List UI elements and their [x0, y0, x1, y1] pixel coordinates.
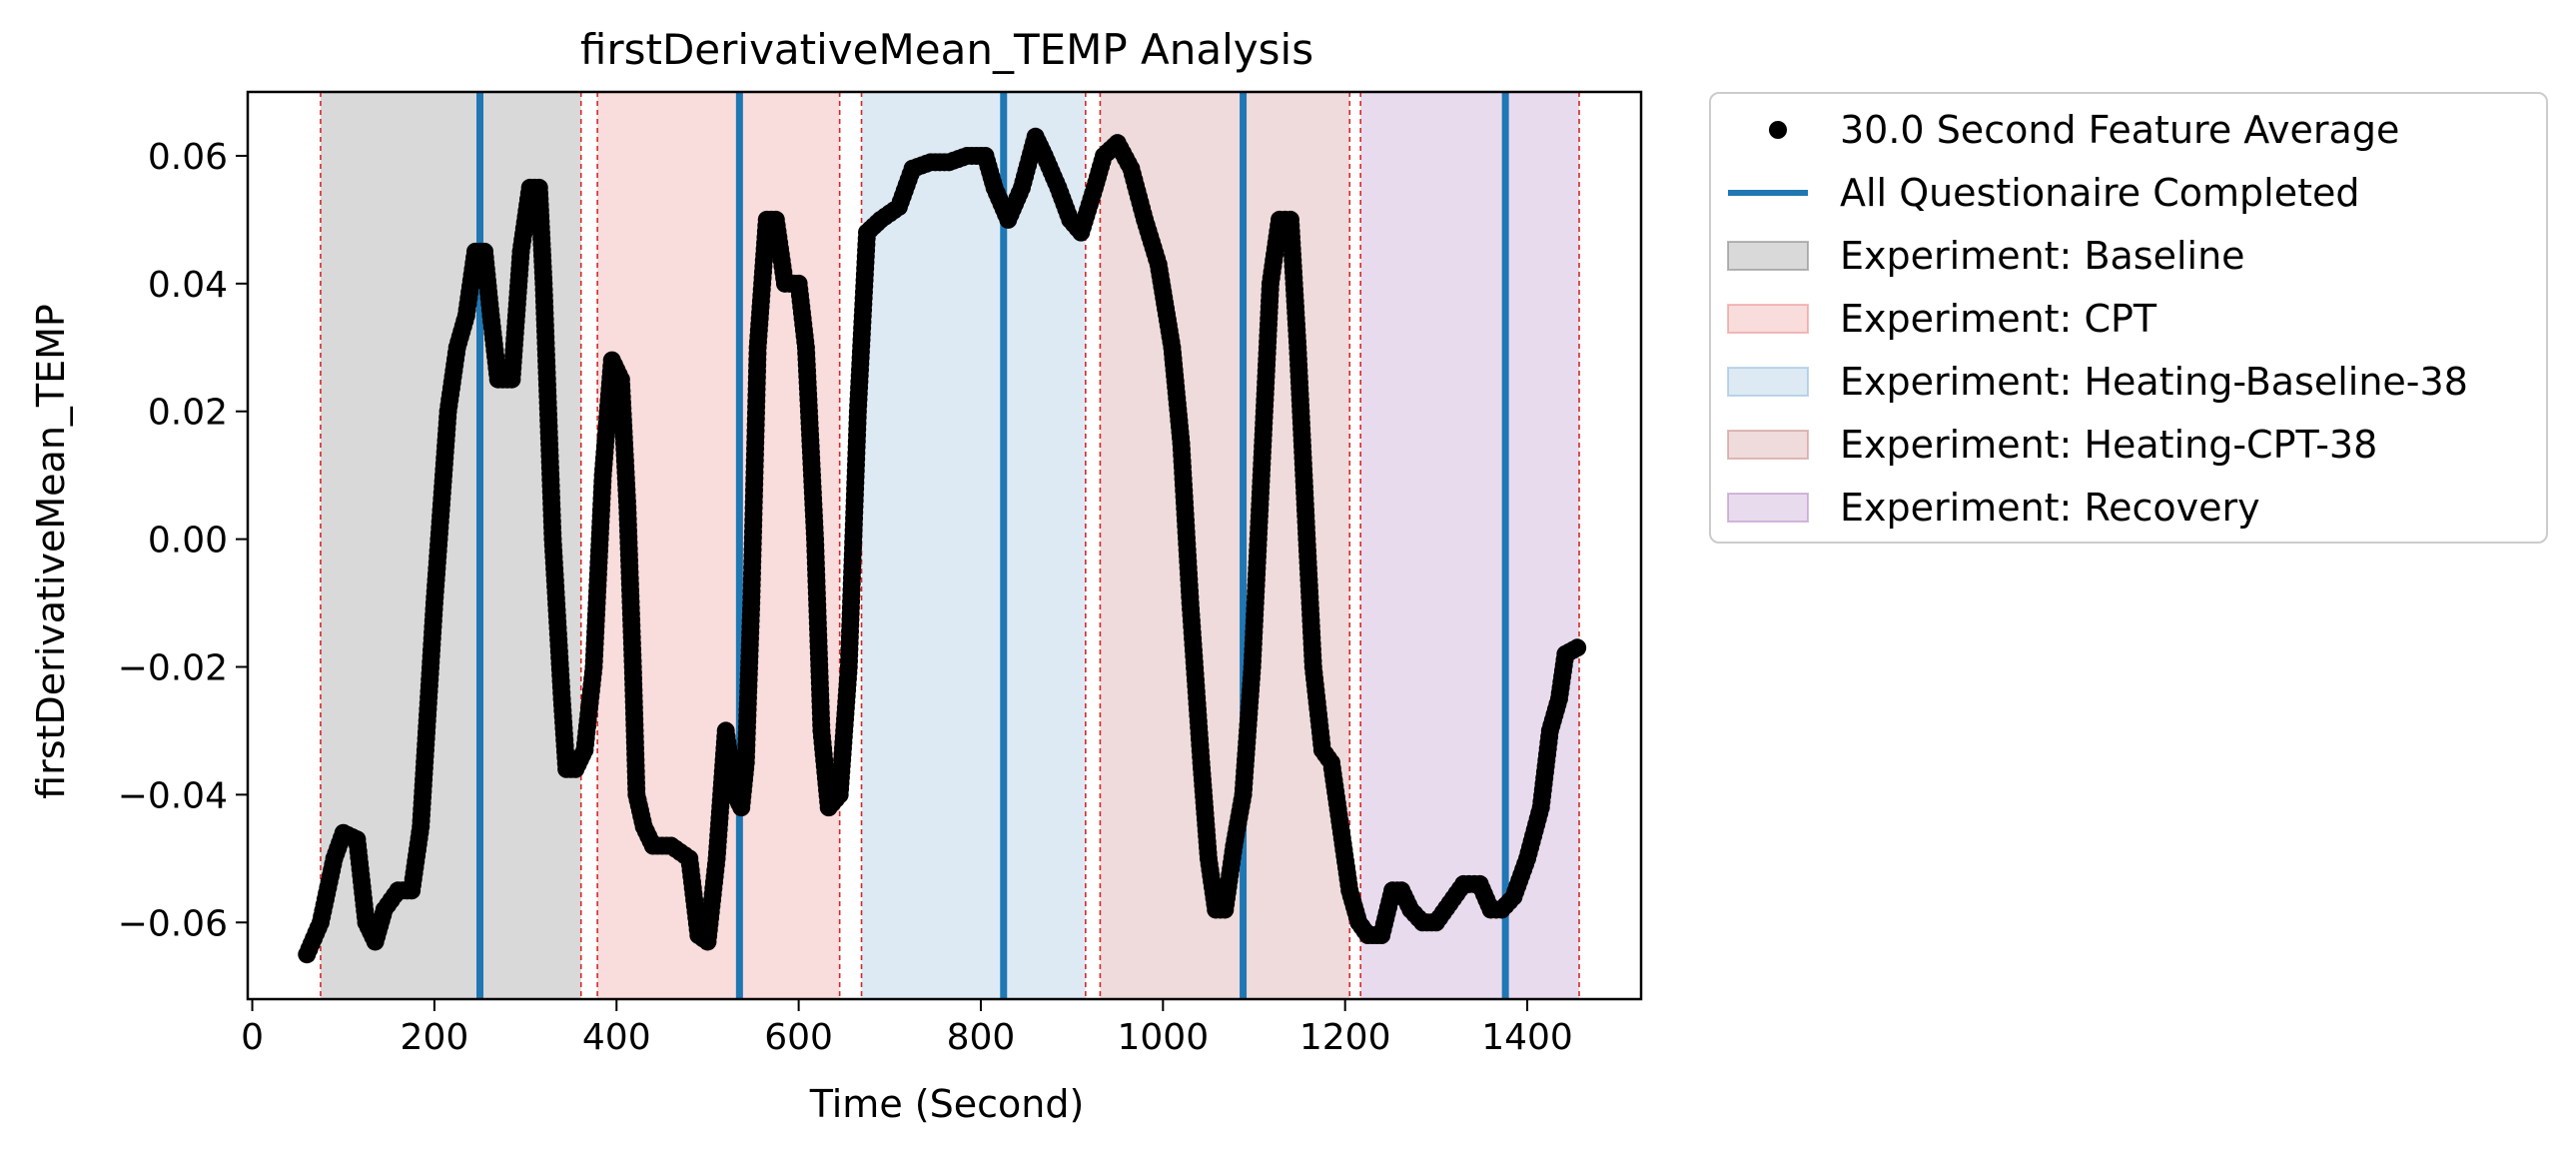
y-axis-ticks: −0.06 −0.04 −0.02 0.00 0.02 0.04 0.06 [118, 137, 248, 944]
y-tick-label: 0.06 [148, 137, 228, 178]
x-tick-label: 0 [241, 1017, 264, 1058]
x-tick-label: 600 [764, 1017, 833, 1058]
legend-patch [1727, 304, 1809, 334]
y-tick-label: 0.04 [148, 265, 228, 306]
legend-patch [1727, 241, 1809, 271]
axes-frame [246, 90, 1643, 1001]
legend-label: Experiment: Recovery [1840, 486, 2260, 530]
phase-span-3 [861, 92, 1086, 999]
y-tick-label: −0.06 [118, 903, 228, 944]
x-axis-label: Time (Second) [809, 1082, 1085, 1126]
y-tick-label: 0.02 [148, 393, 228, 434]
legend-label: Experiment: Heating-Baseline-38 [1840, 360, 2468, 404]
legend-frame [1709, 92, 2548, 544]
x-tick-label: 400 [582, 1017, 651, 1058]
x-tick-label: 800 [947, 1017, 1016, 1058]
y-tick-label: −0.04 [118, 775, 228, 816]
data-points [298, 127, 1587, 964]
chart-title: firstDerivativeMean_TEMP Analysis [580, 25, 1313, 74]
legend: 30.0 Second Feature Average All Questiona… [1709, 92, 2548, 544]
x-tick-label: 200 [401, 1017, 469, 1058]
legend-patch [1727, 367, 1809, 397]
y-axis-label: firstDerivativeMean_TEMP [29, 304, 73, 799]
x-tick-label: 1000 [1118, 1017, 1210, 1058]
phase-spans [320, 92, 1580, 999]
legend-label: 30.0 Second Feature Average [1840, 108, 2399, 152]
legend-label: Experiment: Baseline [1840, 234, 2245, 278]
phase-span-5 [1360, 92, 1579, 999]
x-axis-ticks: 0 200 400 600 800 1000 1200 1400 [241, 999, 1573, 1058]
legend-patch [1727, 493, 1809, 523]
legend-label: Experiment: CPT [1840, 297, 2157, 341]
legend-label: All Questionaire Completed [1840, 171, 2360, 215]
x-tick-label: 1200 [1299, 1017, 1391, 1058]
plot-area [246, 90, 1643, 1001]
legend-label: Experiment: Heating-CPT-38 [1840, 423, 2377, 467]
data-point [1568, 638, 1587, 657]
y-tick-label: 0.00 [148, 521, 228, 562]
legend-marker [1769, 121, 1787, 139]
x-tick-label: 1400 [1481, 1017, 1573, 1058]
y-tick-label: −0.02 [118, 647, 228, 688]
legend-patch [1727, 430, 1809, 460]
